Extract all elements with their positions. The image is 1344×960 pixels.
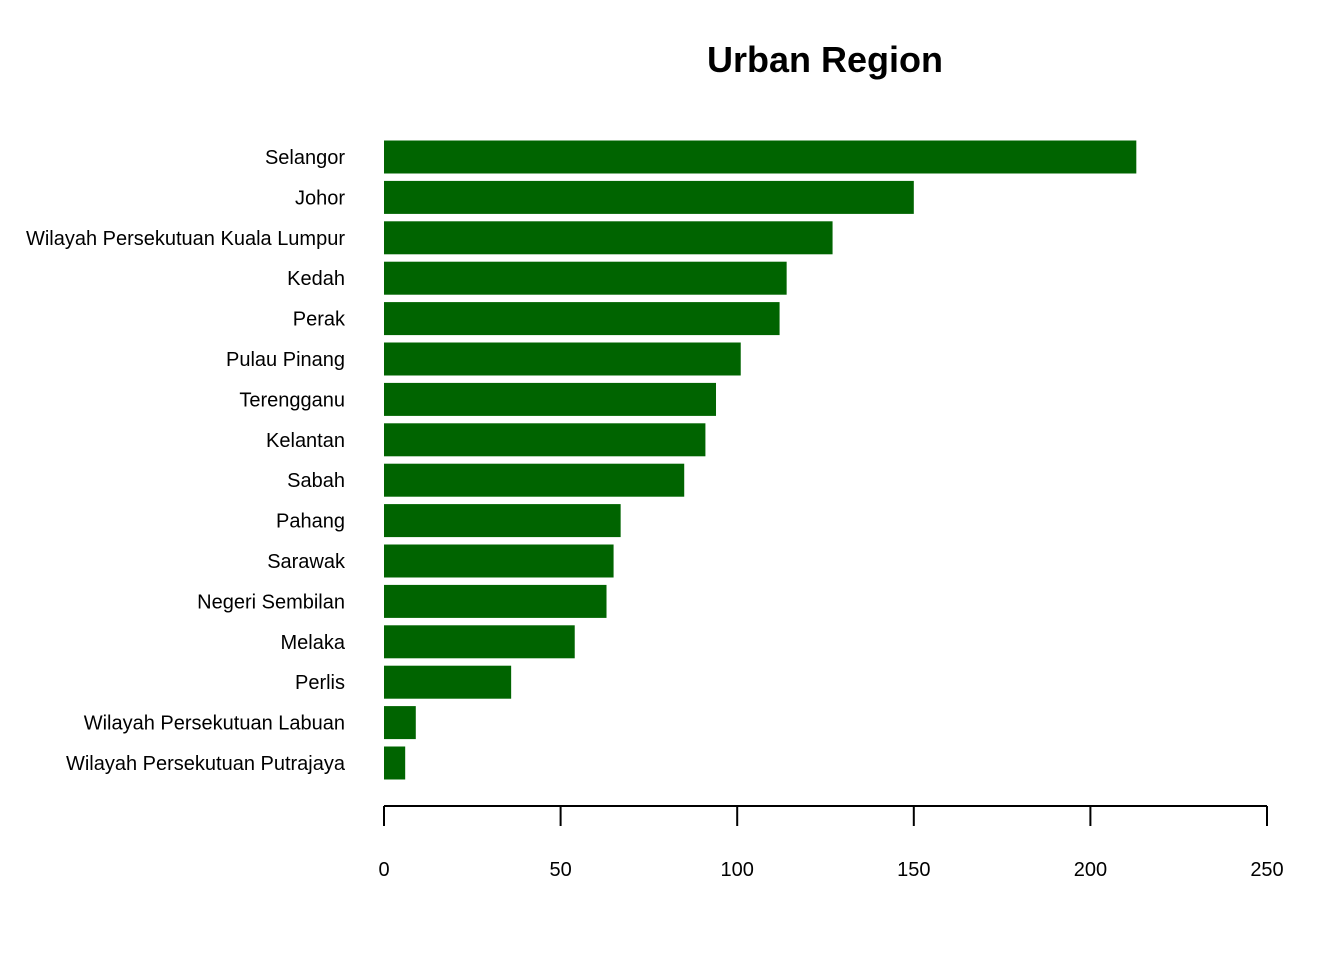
category-label: Wilayah Persekutuan Putrajaya [66, 753, 346, 775]
category-label: Sarawak [267, 551, 346, 573]
category-labels: Selangor Johor Wilayah Persekutuan Kuala L… [26, 147, 346, 775]
bar [384, 544, 614, 578]
category-label: Terengganu [239, 389, 345, 411]
bar [384, 423, 706, 457]
bar [384, 463, 685, 497]
category-label: Kedah [287, 268, 345, 290]
category-label: Pulau Pinang [226, 349, 345, 371]
x-tick-label: 200 [1074, 859, 1107, 881]
category-label: Perak [293, 309, 346, 331]
x-tick-label: 250 [1250, 859, 1283, 881]
category-label: Perlis [295, 672, 345, 694]
category-label: Selangor [265, 147, 345, 169]
category-label: Negeri Sembilan [197, 591, 345, 613]
bar [384, 261, 787, 295]
bar [384, 706, 416, 740]
bar [384, 180, 914, 214]
bar [384, 665, 512, 699]
category-label: Wilayah Persekutuan Kuala Lumpur [26, 228, 345, 250]
bar [384, 746, 406, 780]
x-tick-label: 100 [721, 859, 754, 881]
category-label: Sabah [287, 470, 345, 492]
bar [384, 504, 621, 538]
bar [384, 302, 780, 336]
chart-title: Urban Region [707, 39, 943, 80]
bars-group [384, 140, 1137, 780]
category-label: Wilayah Persekutuan Labuan [84, 713, 345, 735]
category-label: Kelantan [266, 430, 345, 452]
bar [384, 584, 607, 618]
bar [384, 221, 833, 255]
bar [384, 140, 1137, 174]
category-label: Melaka [281, 632, 346, 654]
category-label: Johor [295, 187, 345, 209]
bar [384, 382, 717, 416]
category-label: Pahang [276, 511, 345, 533]
x-tick-label: 0 [378, 859, 389, 881]
x-tick-label: 150 [897, 859, 930, 881]
bar [384, 342, 741, 376]
x-axis: 0 50 100 150 200 250 [378, 805, 1284, 881]
bar [384, 625, 575, 659]
x-tick-label: 50 [549, 859, 571, 881]
